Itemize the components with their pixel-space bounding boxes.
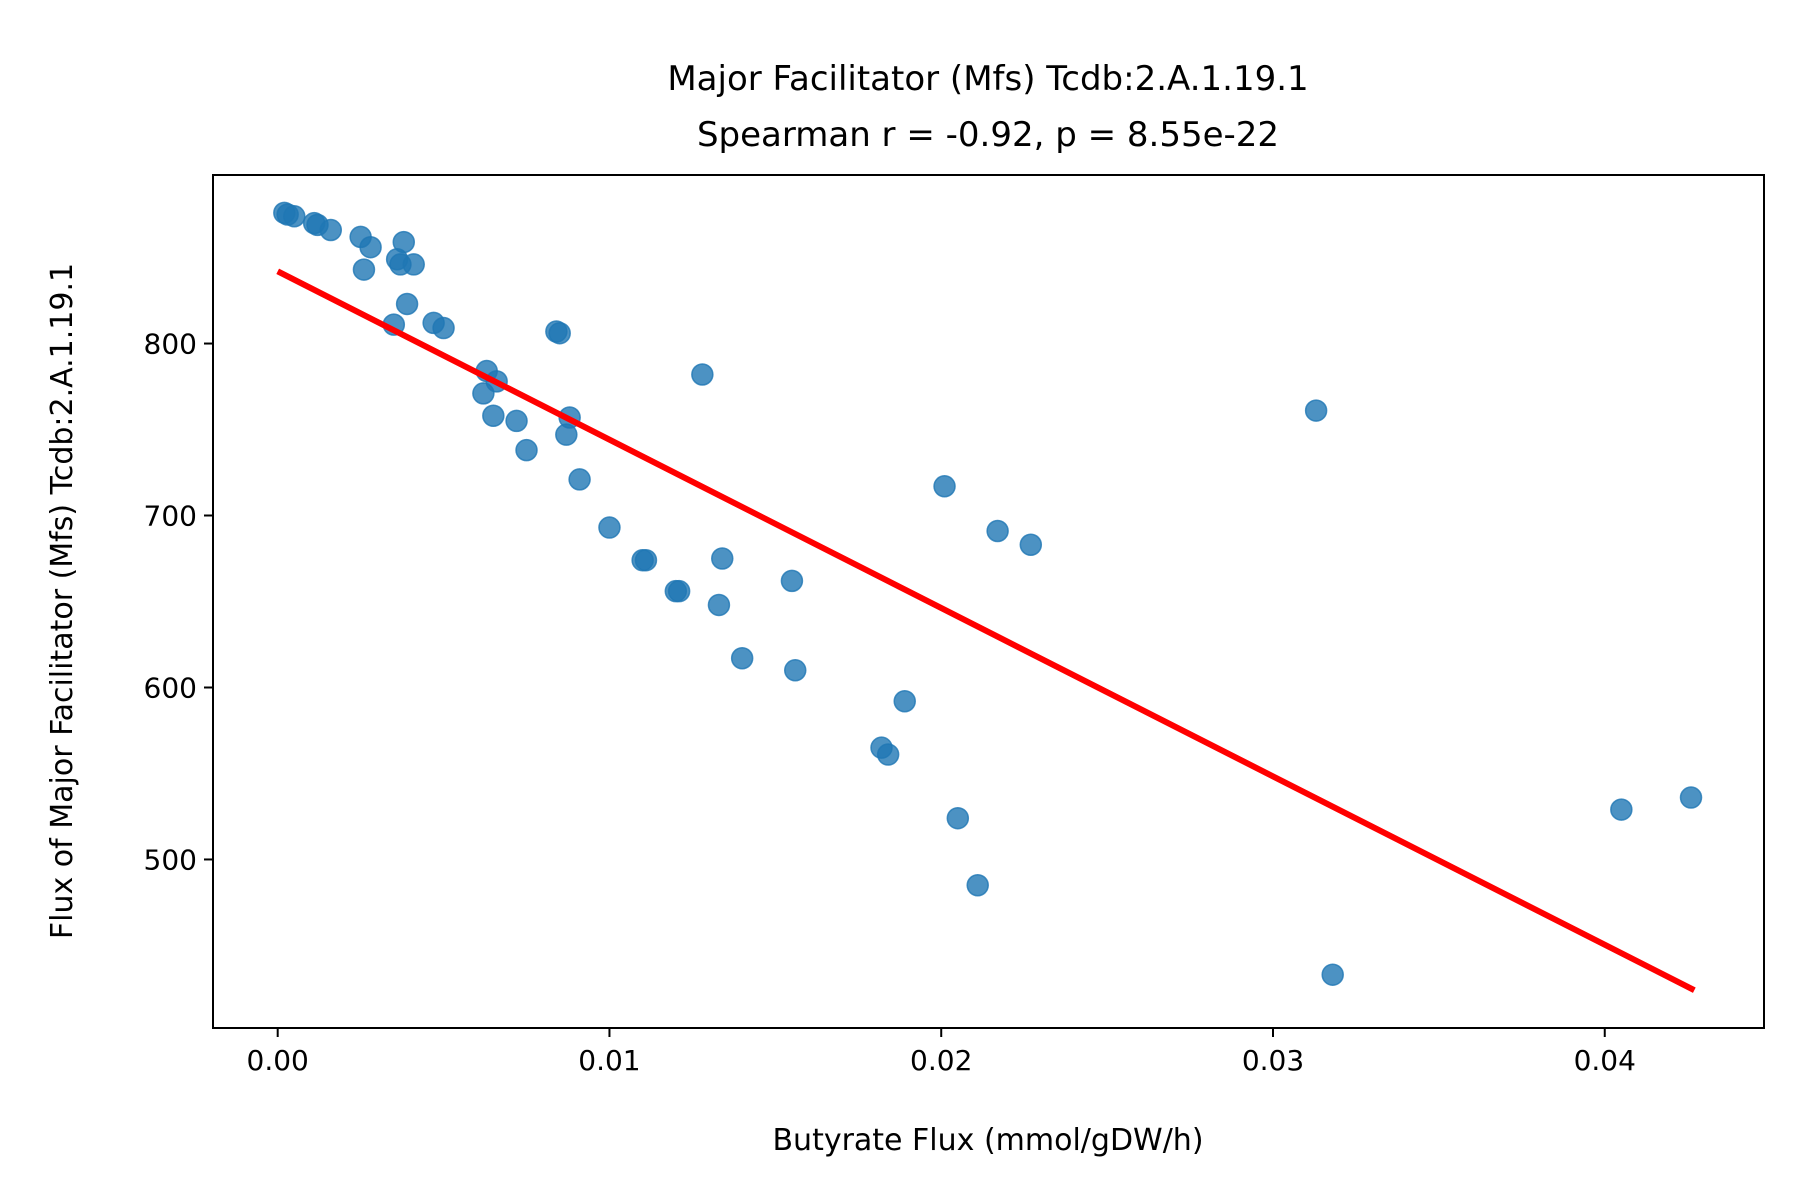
- x-tick-label: 0.04: [1574, 1044, 1636, 1077]
- data-point: [780, 569, 804, 593]
- data-point: [283, 205, 306, 228]
- data-point: [783, 659, 807, 682]
- data-point: [893, 689, 916, 713]
- y-tick-label: 700: [144, 500, 197, 533]
- data-point: [667, 579, 691, 603]
- data-point: [966, 874, 989, 897]
- data-point: [505, 409, 528, 433]
- regression-line: [276, 268, 1696, 993]
- data-point: [986, 519, 1009, 543]
- plot-area-frame: [212, 174, 1765, 1029]
- data-point: [482, 404, 505, 428]
- data-point: [472, 382, 495, 405]
- regression-line-group: [276, 268, 1696, 993]
- data-point: [933, 475, 956, 498]
- data-point: [432, 316, 455, 340]
- data-point: [568, 468, 591, 491]
- data-point: [515, 438, 538, 462]
- data-point: [691, 363, 714, 386]
- chart-subtitle: Spearman r = -0.92, p = 8.55e-22: [697, 115, 1279, 155]
- data-point: [1679, 786, 1703, 809]
- data-point: [730, 647, 754, 670]
- y-tick-label: 500: [144, 843, 197, 876]
- y-axis-ticks: 500 600 700 800: [144, 328, 213, 876]
- data-point: [555, 423, 578, 446]
- x-axis-label: Butyrate Flux (mmol/gDW/h): [772, 1123, 1203, 1158]
- data-point: [711, 547, 734, 570]
- data-point: [634, 548, 658, 572]
- data-point: [395, 292, 419, 316]
- data-point: [876, 743, 900, 766]
- data-point: [946, 806, 970, 830]
- x-tick-label: 0.02: [910, 1044, 972, 1077]
- x-tick-label: 0.01: [578, 1044, 640, 1077]
- scatter-points: [273, 201, 1703, 986]
- data-point: [389, 253, 412, 276]
- data-point: [1019, 533, 1043, 556]
- data-point: [352, 258, 376, 281]
- data-point: [1610, 798, 1633, 821]
- x-axis-ticks: 0.00 0.01 0.02 0.03 0.04: [247, 1028, 1636, 1077]
- y-tick-label: 600: [144, 671, 197, 704]
- data-point: [359, 235, 382, 259]
- data-point: [319, 218, 343, 242]
- data-point: [548, 321, 571, 345]
- data-point: [598, 516, 621, 539]
- x-tick-label: 0.00: [247, 1044, 309, 1077]
- data-point: [707, 593, 731, 617]
- chart-title: Major Facilitator (Mfs) Tcdb:2.A.1.19.1: [667, 59, 1308, 99]
- y-tick-label: 800: [144, 328, 197, 361]
- y-axis-label: Flux of Major Facilitator (Mfs) Tcdb:2.A…: [45, 263, 80, 939]
- data-point: [1321, 963, 1344, 986]
- x-tick-label: 0.03: [1242, 1044, 1304, 1077]
- data-point: [1304, 399, 1328, 422]
